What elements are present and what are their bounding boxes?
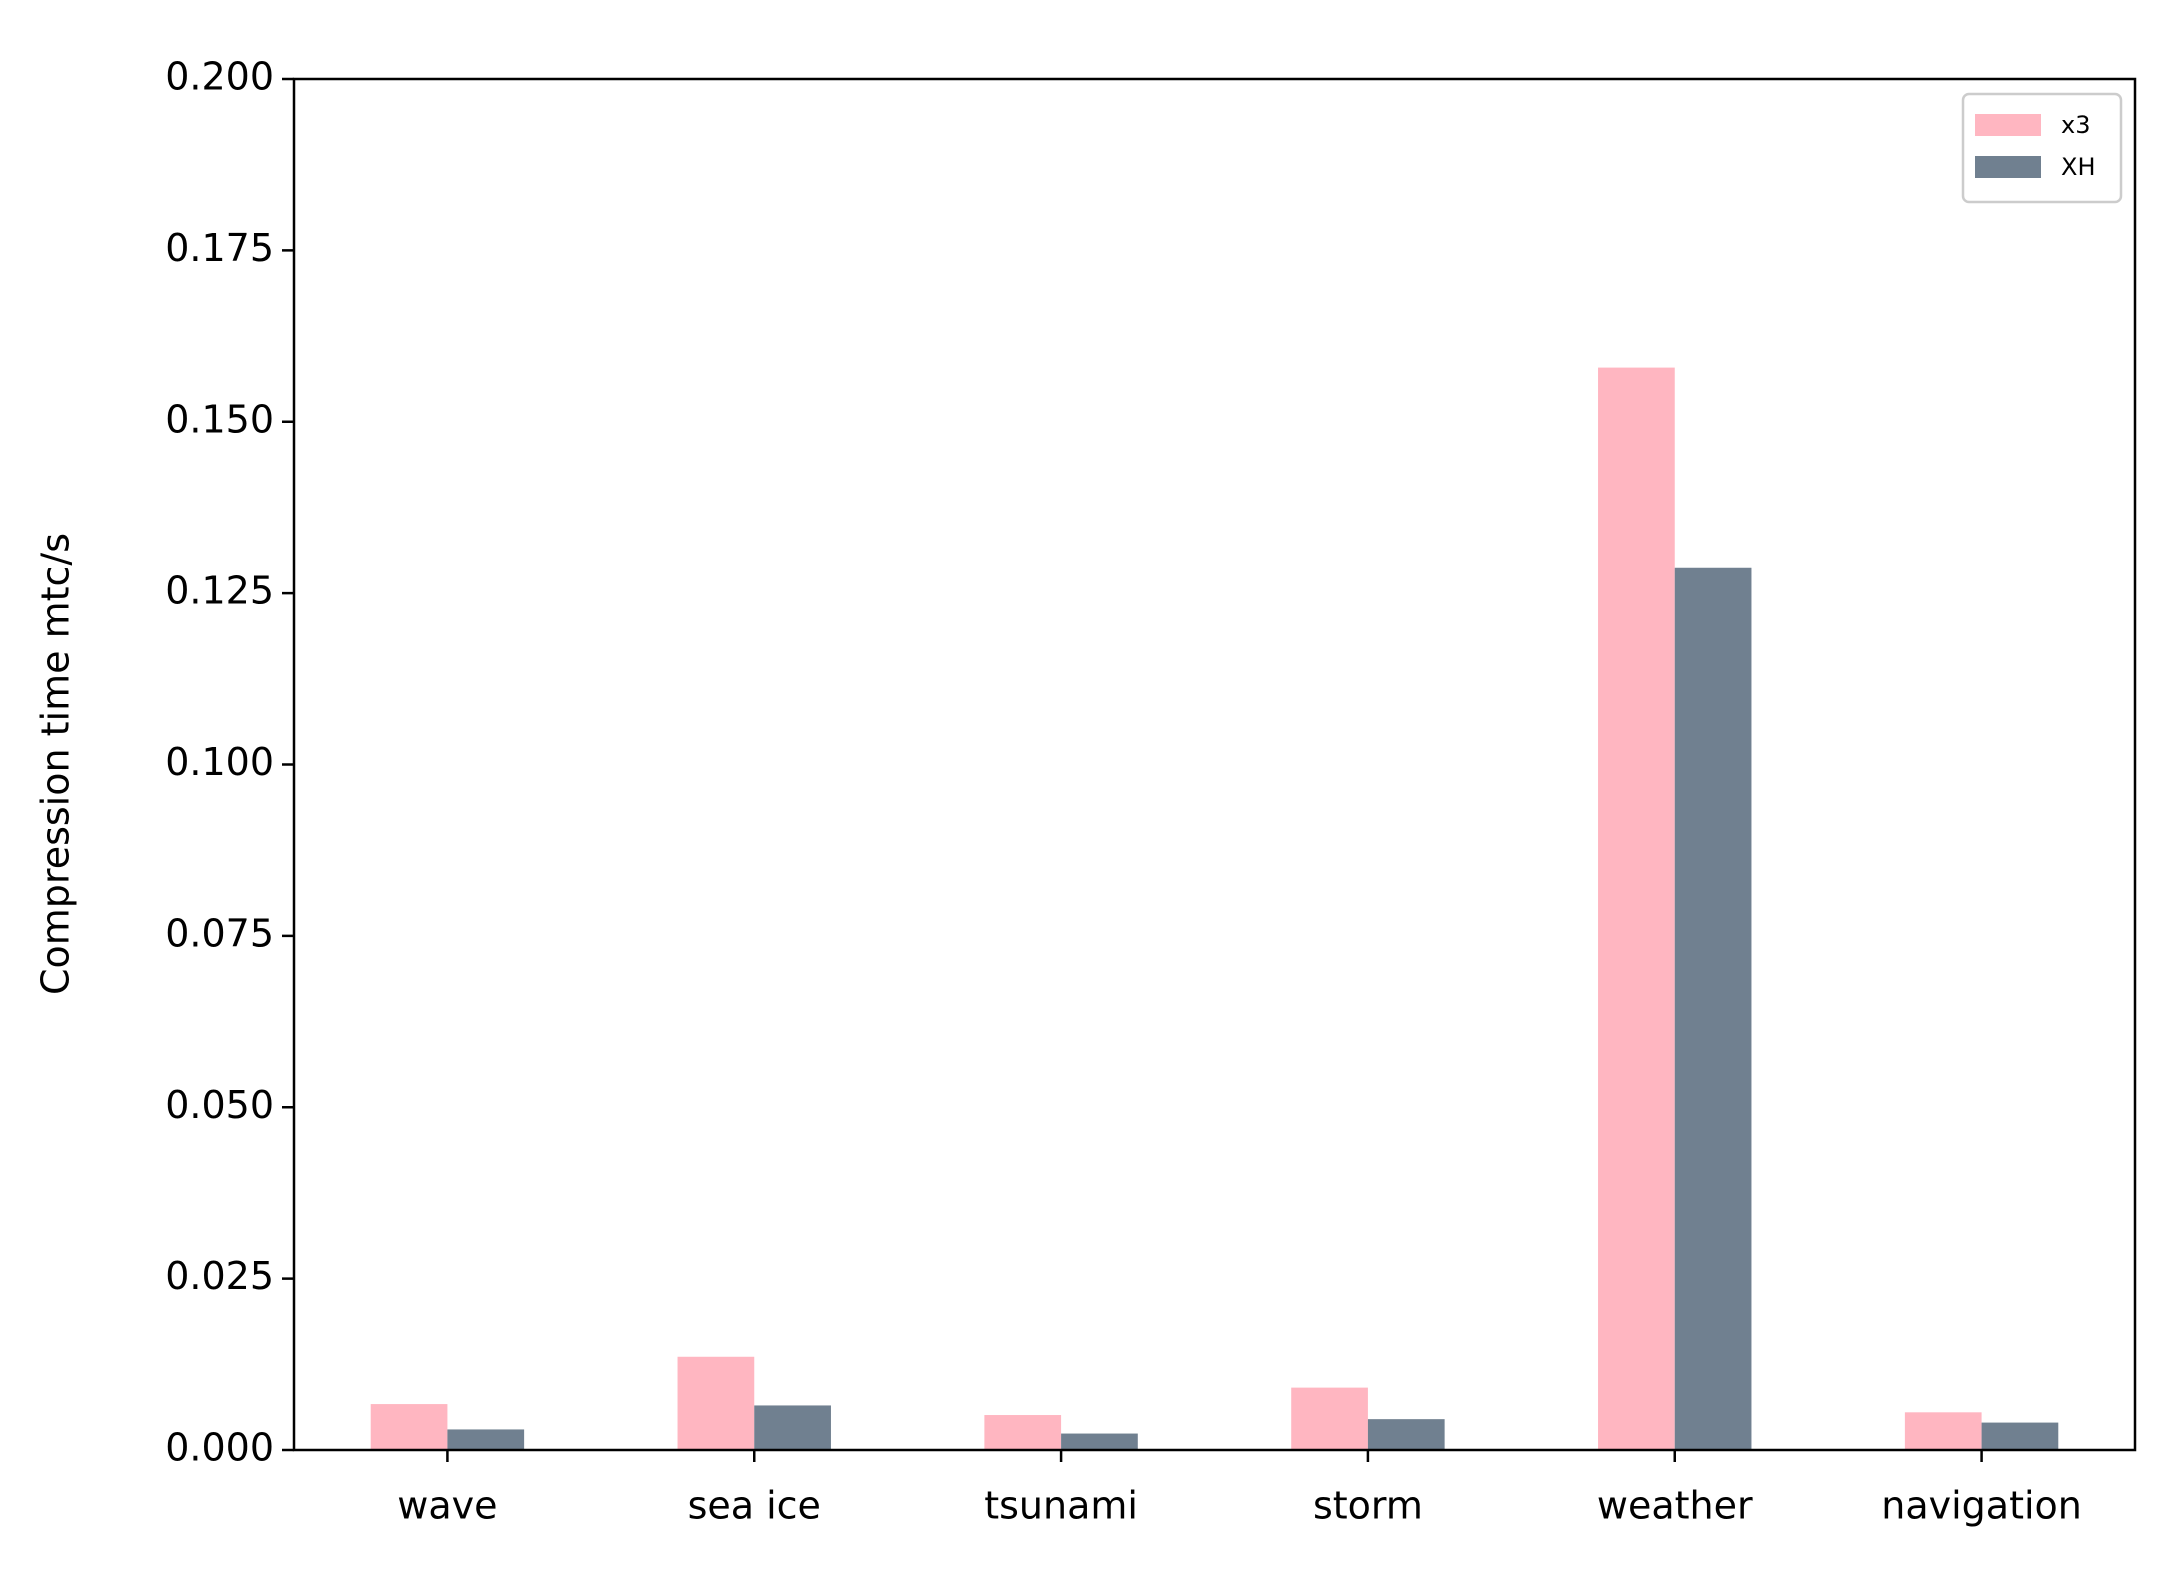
legend-swatch bbox=[1975, 156, 2041, 178]
legend-box bbox=[1961, 92, 2123, 204]
bar bbox=[1904, 1412, 1982, 1450]
axes-frame bbox=[292, 77, 2137, 1452]
legend-swatch bbox=[1975, 114, 2041, 136]
y-tick-label: 0.200 bbox=[165, 55, 274, 99]
bar bbox=[1598, 367, 1675, 1451]
y-tick-label: 0.025 bbox=[165, 1254, 274, 1298]
y-tick-label: 0.050 bbox=[165, 1083, 274, 1127]
bar bbox=[1674, 567, 1752, 1450]
x-tick-label: weather bbox=[1597, 1484, 1753, 1528]
bar bbox=[1291, 1387, 1368, 1450]
bar bbox=[677, 1356, 755, 1450]
y-tick-label: 0.100 bbox=[165, 740, 274, 784]
y-tick-label: 0.000 bbox=[165, 1426, 274, 1470]
y-tick-label: 0.175 bbox=[165, 226, 274, 270]
x-tick-label: storm bbox=[1313, 1484, 1423, 1528]
x-tick-label: sea ice bbox=[688, 1484, 821, 1528]
bar bbox=[1981, 1422, 2059, 1450]
bar bbox=[1061, 1433, 1138, 1450]
legend-label: x3 bbox=[2061, 111, 2090, 139]
y-tick-label: 0.075 bbox=[165, 911, 274, 955]
y-tick-label: 0.150 bbox=[165, 397, 274, 441]
bar bbox=[984, 1415, 1062, 1450]
x-tick-label: tsunami bbox=[984, 1484, 1138, 1528]
bar bbox=[754, 1405, 831, 1450]
y-tick-label: 0.125 bbox=[165, 569, 274, 613]
bar bbox=[1367, 1419, 1445, 1450]
legend-label: XH bbox=[2061, 153, 2096, 181]
bar bbox=[370, 1404, 448, 1450]
bar bbox=[447, 1429, 525, 1450]
x-tick-label: wave bbox=[397, 1484, 497, 1528]
y-axis-label: Compression time mtc/s bbox=[34, 533, 78, 995]
x-tick-label: navigation bbox=[1881, 1484, 2082, 1528]
